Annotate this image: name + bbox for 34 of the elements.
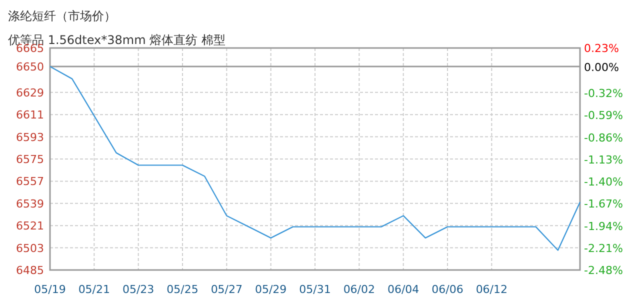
x-tick-label: 05/19 xyxy=(34,283,66,296)
x-tick-label: 06/06 xyxy=(432,283,464,296)
y2-tick-label: 0.00% xyxy=(584,60,619,74)
y-tick-label: 6521 xyxy=(16,220,44,233)
y-tick-label: 6611 xyxy=(16,108,44,122)
y2-tick-label: -1.94% xyxy=(584,220,623,233)
y2-tick-label: -2.21% xyxy=(584,242,623,255)
x-tick-label: 06/02 xyxy=(343,283,376,296)
y-tick-label: 6539 xyxy=(16,197,44,210)
x-tick-label: 05/27 xyxy=(210,283,243,296)
x-tick-label: 06/12 xyxy=(476,283,508,296)
y-tick-label: 6485 xyxy=(16,264,44,277)
y-tick-label: 6593 xyxy=(16,130,44,144)
y2-tick-label: -0.86% xyxy=(584,131,623,144)
x-tick-label: 05/23 xyxy=(122,283,154,296)
y2-tick-label: -0.32% xyxy=(584,87,623,100)
x-tick-label: 05/21 xyxy=(78,283,110,296)
y-tick-label: 6629 xyxy=(16,86,44,100)
y-tick-label: 6503 xyxy=(16,242,44,255)
x-tick-label: 05/25 xyxy=(166,283,198,296)
y2-tick-label: -1.40% xyxy=(584,176,623,189)
chart-title: 涤纶短纤（市场价） xyxy=(8,9,116,23)
y-tick-label: 6650 xyxy=(16,60,44,74)
x-tick-label: 06/04 xyxy=(387,283,420,296)
y2-tick-label: 0.23% xyxy=(584,42,619,55)
y2-tick-label: -1.13% xyxy=(584,153,623,166)
y-tick-label: 6557 xyxy=(16,175,44,188)
y-tick-label: 6575 xyxy=(16,153,44,166)
y2-tick-label: -2.48% xyxy=(584,264,623,277)
y2-tick-label: -1.67% xyxy=(584,198,623,211)
y2-tick-label: -0.59% xyxy=(584,109,623,122)
x-tick-label: 05/31 xyxy=(299,283,331,296)
x-tick-label: 05/29 xyxy=(254,283,287,296)
line-series xyxy=(49,66,581,251)
